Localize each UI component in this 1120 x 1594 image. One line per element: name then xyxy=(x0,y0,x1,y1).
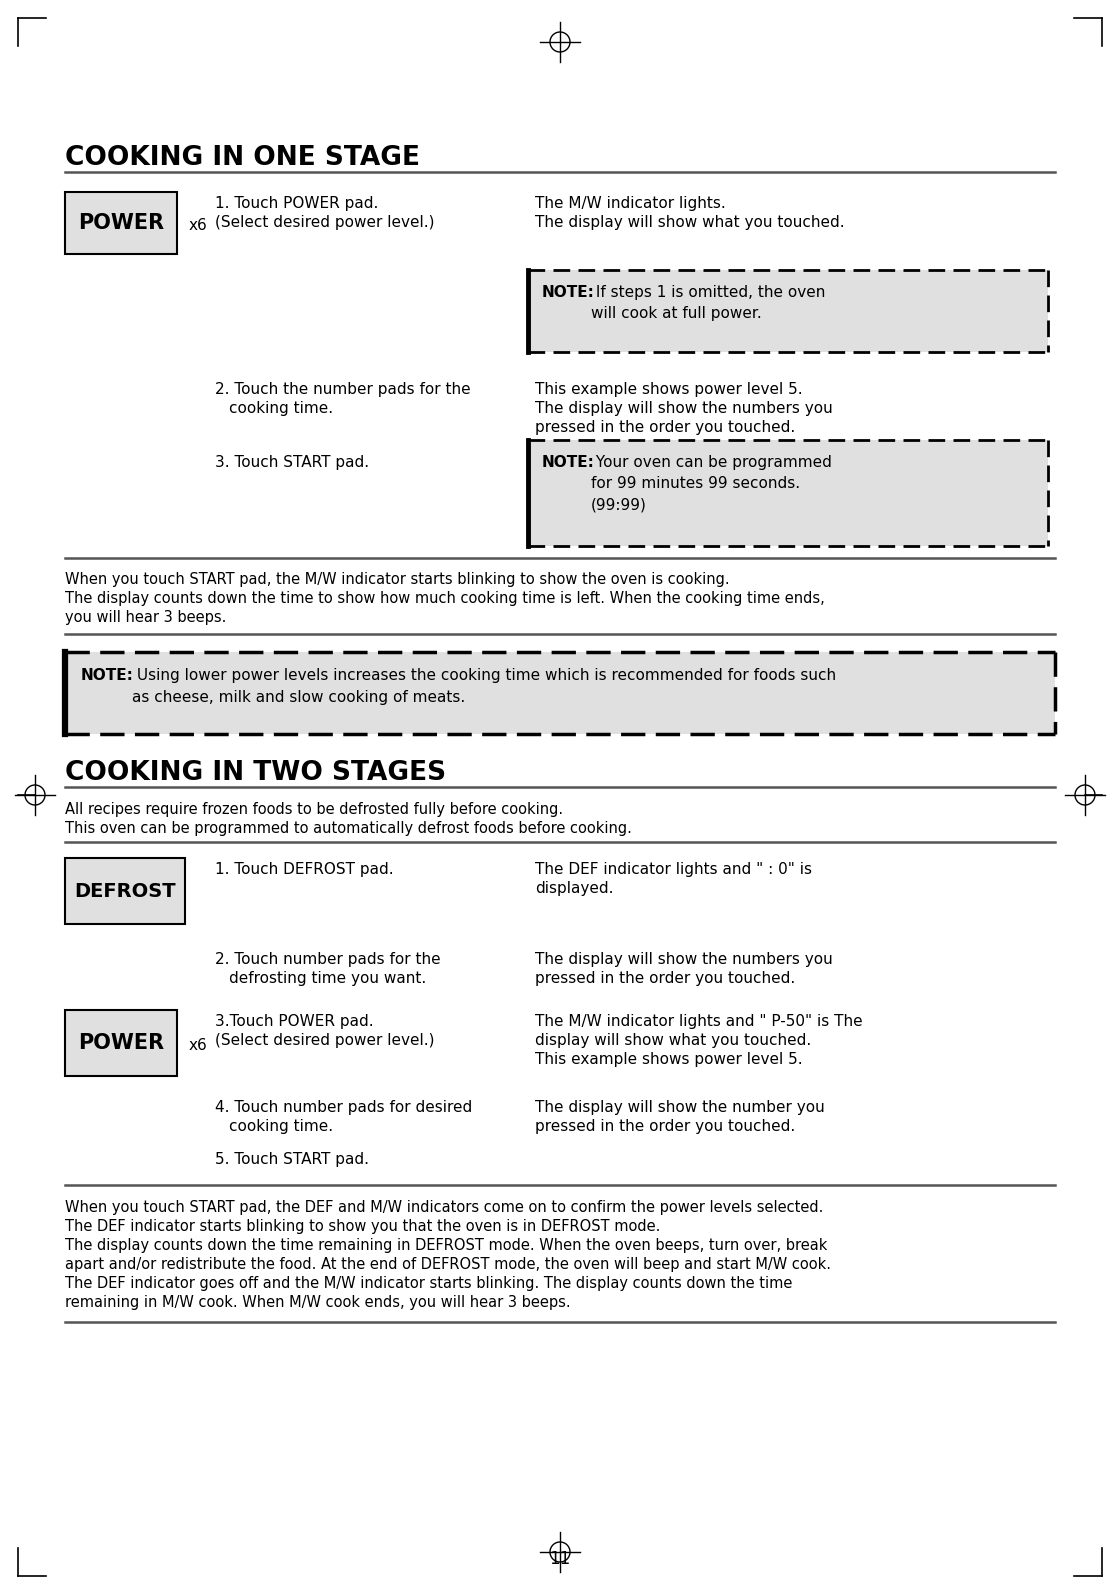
Text: pressed in the order you touched.: pressed in the order you touched. xyxy=(535,419,795,435)
Text: COOKING IN ONE STAGE: COOKING IN ONE STAGE xyxy=(65,145,420,171)
FancyBboxPatch shape xyxy=(528,269,1048,352)
Text: 2. Touch number pads for the: 2. Touch number pads for the xyxy=(215,952,440,968)
Text: All recipes require frozen foods to be defrosted fully before cooking.: All recipes require frozen foods to be d… xyxy=(65,802,563,818)
Text: NOTE:: NOTE: xyxy=(81,668,134,682)
Text: 1. Touch DEFROST pad.: 1. Touch DEFROST pad. xyxy=(215,862,393,877)
FancyBboxPatch shape xyxy=(65,1011,177,1076)
Text: The M/W indicator lights and " P-50" is The: The M/W indicator lights and " P-50" is … xyxy=(535,1014,862,1030)
Text: 1. Touch POWER pad.: 1. Touch POWER pad. xyxy=(215,196,379,210)
Text: COOKING IN TWO STAGES: COOKING IN TWO STAGES xyxy=(65,760,446,786)
FancyBboxPatch shape xyxy=(65,858,185,925)
Text: 3.Touch POWER pad.: 3.Touch POWER pad. xyxy=(215,1014,374,1030)
Text: 2. Touch the number pads for the: 2. Touch the number pads for the xyxy=(215,383,470,397)
Text: pressed in the order you touched.: pressed in the order you touched. xyxy=(535,971,795,987)
FancyBboxPatch shape xyxy=(65,191,177,253)
Text: apart and/or redistribute the food. At the end of DEFROST mode, the oven will be: apart and/or redistribute the food. At t… xyxy=(65,1258,831,1272)
Text: This oven can be programmed to automatically defrost foods before cooking.: This oven can be programmed to automatic… xyxy=(65,821,632,835)
Text: The display will show what you touched.: The display will show what you touched. xyxy=(535,215,844,230)
Text: Using lower power levels increases the cooking time which is recommended for foo: Using lower power levels increases the c… xyxy=(132,668,837,682)
Text: The display will show the number you: The display will show the number you xyxy=(535,1100,824,1114)
Text: This example shows power level 5.: This example shows power level 5. xyxy=(535,383,803,397)
Text: cooking time.: cooking time. xyxy=(228,402,333,416)
Text: you will hear 3 beeps.: you will hear 3 beeps. xyxy=(65,611,226,625)
Text: If steps 1 is omitted, the oven: If steps 1 is omitted, the oven xyxy=(591,285,825,300)
Text: cooking time.: cooking time. xyxy=(228,1119,333,1133)
Text: NOTE:: NOTE: xyxy=(542,454,595,470)
Text: The display counts down the time to show how much cooking time is left. When the: The display counts down the time to show… xyxy=(65,591,824,606)
Text: defrosting time you want.: defrosting time you want. xyxy=(228,971,427,987)
FancyBboxPatch shape xyxy=(65,652,1055,733)
Text: x6: x6 xyxy=(189,218,207,233)
Text: The DEF indicator lights and " : 0" is: The DEF indicator lights and " : 0" is xyxy=(535,862,812,877)
Text: The DEF indicator starts blinking to show you that the oven is in DEFROST mode.: The DEF indicator starts blinking to sho… xyxy=(65,1219,661,1234)
Text: When you touch START pad, the M/W indicator starts blinking to show the oven is : When you touch START pad, the M/W indica… xyxy=(65,572,729,587)
Text: (Select desired power level.): (Select desired power level.) xyxy=(215,215,435,230)
Text: (Select desired power level.): (Select desired power level.) xyxy=(215,1033,435,1047)
Text: will cook at full power.: will cook at full power. xyxy=(591,306,762,320)
Text: The display will show the numbers you: The display will show the numbers you xyxy=(535,402,833,416)
Text: for 99 minutes 99 seconds.: for 99 minutes 99 seconds. xyxy=(591,477,800,491)
Text: POWER: POWER xyxy=(78,214,164,233)
Text: 5. Touch START pad.: 5. Touch START pad. xyxy=(215,1152,368,1167)
Text: 11: 11 xyxy=(550,1549,570,1568)
Text: POWER: POWER xyxy=(78,1033,164,1054)
Text: The M/W indicator lights.: The M/W indicator lights. xyxy=(535,196,726,210)
Text: 3. Touch START pad.: 3. Touch START pad. xyxy=(215,454,370,470)
Text: When you touch START pad, the DEF and M/W indicators come on to confirm the powe: When you touch START pad, the DEF and M/… xyxy=(65,1200,823,1215)
Text: DEFROST: DEFROST xyxy=(74,881,176,901)
Text: (99:99): (99:99) xyxy=(591,497,647,512)
Text: The display counts down the time remaining in DEFROST mode. When the oven beeps,: The display counts down the time remaini… xyxy=(65,1239,828,1253)
Text: as cheese, milk and slow cooking of meats.: as cheese, milk and slow cooking of meat… xyxy=(132,690,465,705)
Text: This example shows power level 5.: This example shows power level 5. xyxy=(535,1052,803,1066)
Text: displayed.: displayed. xyxy=(535,881,614,896)
Text: The display will show the numbers you: The display will show the numbers you xyxy=(535,952,833,968)
Text: pressed in the order you touched.: pressed in the order you touched. xyxy=(535,1119,795,1133)
Text: NOTE:: NOTE: xyxy=(542,285,595,300)
Text: Your oven can be programmed: Your oven can be programmed xyxy=(591,454,832,470)
Text: remaining in M/W cook. When M/W cook ends, you will hear 3 beeps.: remaining in M/W cook. When M/W cook end… xyxy=(65,1294,570,1310)
Text: 4. Touch number pads for desired: 4. Touch number pads for desired xyxy=(215,1100,473,1114)
FancyBboxPatch shape xyxy=(528,440,1048,547)
Text: The DEF indicator goes off and the M/W indicator starts blinking. The display co: The DEF indicator goes off and the M/W i… xyxy=(65,1277,792,1291)
Text: display will show what you touched.: display will show what you touched. xyxy=(535,1033,811,1047)
Text: x6: x6 xyxy=(189,1038,207,1054)
